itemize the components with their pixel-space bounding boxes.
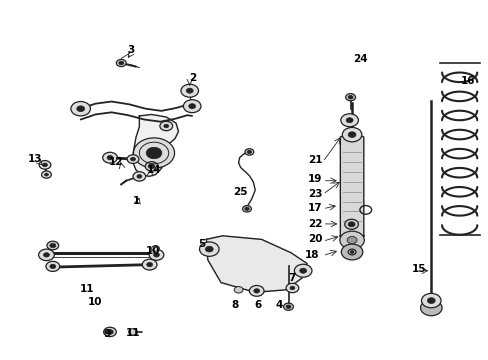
Text: 1: 1 — [132, 196, 139, 206]
Text: 18: 18 — [304, 250, 319, 260]
Text: 17: 17 — [307, 203, 322, 213]
Text: 25: 25 — [233, 186, 247, 197]
Circle shape — [349, 251, 353, 253]
Circle shape — [50, 264, 56, 269]
Circle shape — [41, 171, 51, 178]
Circle shape — [127, 155, 139, 163]
Text: 23: 23 — [307, 189, 322, 199]
Circle shape — [347, 222, 354, 227]
Circle shape — [420, 300, 441, 316]
Circle shape — [116, 59, 126, 67]
Circle shape — [145, 162, 158, 171]
Circle shape — [107, 156, 113, 160]
Circle shape — [77, 106, 84, 112]
Circle shape — [142, 259, 157, 270]
Circle shape — [339, 231, 364, 249]
Circle shape — [133, 138, 174, 168]
Circle shape — [151, 246, 159, 251]
Circle shape — [102, 152, 117, 163]
Circle shape — [46, 261, 60, 271]
Circle shape — [181, 84, 198, 97]
Circle shape — [43, 253, 49, 257]
Circle shape — [42, 163, 47, 167]
Circle shape — [283, 303, 293, 310]
Circle shape — [247, 150, 251, 153]
Circle shape — [137, 175, 142, 178]
Circle shape — [289, 286, 294, 290]
Circle shape — [103, 327, 116, 337]
Circle shape — [39, 161, 51, 169]
Text: 10: 10 — [88, 297, 102, 307]
Circle shape — [340, 114, 358, 127]
Circle shape — [249, 285, 264, 296]
Text: 8: 8 — [231, 300, 238, 310]
Circle shape — [294, 264, 311, 277]
Polygon shape — [133, 114, 178, 176]
Circle shape — [149, 249, 163, 260]
Circle shape — [244, 149, 253, 155]
Text: 2: 2 — [189, 73, 196, 84]
Circle shape — [130, 157, 135, 161]
Circle shape — [346, 118, 352, 123]
Text: 20: 20 — [307, 234, 322, 244]
Circle shape — [146, 262, 152, 267]
Circle shape — [244, 207, 248, 210]
Text: 7: 7 — [288, 273, 296, 283]
Circle shape — [342, 127, 361, 142]
Circle shape — [253, 289, 259, 293]
Circle shape — [106, 330, 113, 334]
Text: 9: 9 — [103, 329, 110, 339]
Circle shape — [133, 172, 145, 181]
Circle shape — [163, 124, 168, 128]
Circle shape — [160, 121, 172, 131]
Circle shape — [345, 94, 355, 101]
Text: 16: 16 — [460, 76, 475, 86]
Circle shape — [119, 61, 123, 65]
Circle shape — [427, 298, 434, 303]
Circle shape — [347, 249, 355, 255]
Circle shape — [186, 88, 193, 93]
Text: 4: 4 — [274, 300, 282, 310]
Text: 15: 15 — [411, 264, 426, 274]
Text: 21: 21 — [307, 155, 322, 165]
Text: 19: 19 — [307, 174, 322, 184]
Circle shape — [347, 132, 355, 138]
Circle shape — [47, 241, 59, 250]
Circle shape — [346, 237, 356, 244]
Circle shape — [285, 283, 298, 293]
Circle shape — [344, 219, 358, 229]
Circle shape — [44, 173, 48, 176]
Text: 14: 14 — [146, 165, 161, 175]
Circle shape — [146, 147, 162, 159]
Circle shape — [39, 249, 54, 261]
Text: 3: 3 — [127, 45, 134, 55]
Circle shape — [50, 243, 56, 248]
Text: 13: 13 — [28, 154, 42, 164]
Circle shape — [341, 244, 362, 260]
Circle shape — [347, 95, 352, 99]
Text: 22: 22 — [307, 219, 322, 229]
Circle shape — [234, 287, 243, 293]
Text: 11: 11 — [125, 328, 140, 338]
Circle shape — [128, 329, 137, 335]
Circle shape — [183, 100, 201, 113]
FancyBboxPatch shape — [340, 136, 363, 237]
Text: 6: 6 — [254, 300, 261, 310]
Text: 10: 10 — [145, 246, 160, 256]
Circle shape — [148, 164, 154, 168]
Circle shape — [188, 104, 195, 109]
Text: 5: 5 — [198, 239, 204, 249]
Polygon shape — [206, 236, 306, 292]
Circle shape — [199, 242, 219, 256]
Circle shape — [205, 246, 213, 252]
Circle shape — [299, 268, 306, 273]
Text: 12: 12 — [109, 157, 123, 167]
Text: 11: 11 — [80, 284, 94, 294]
Circle shape — [285, 305, 290, 309]
Circle shape — [242, 206, 251, 212]
Circle shape — [153, 253, 159, 257]
Text: 24: 24 — [353, 54, 367, 64]
Circle shape — [71, 102, 90, 116]
Circle shape — [421, 293, 440, 308]
